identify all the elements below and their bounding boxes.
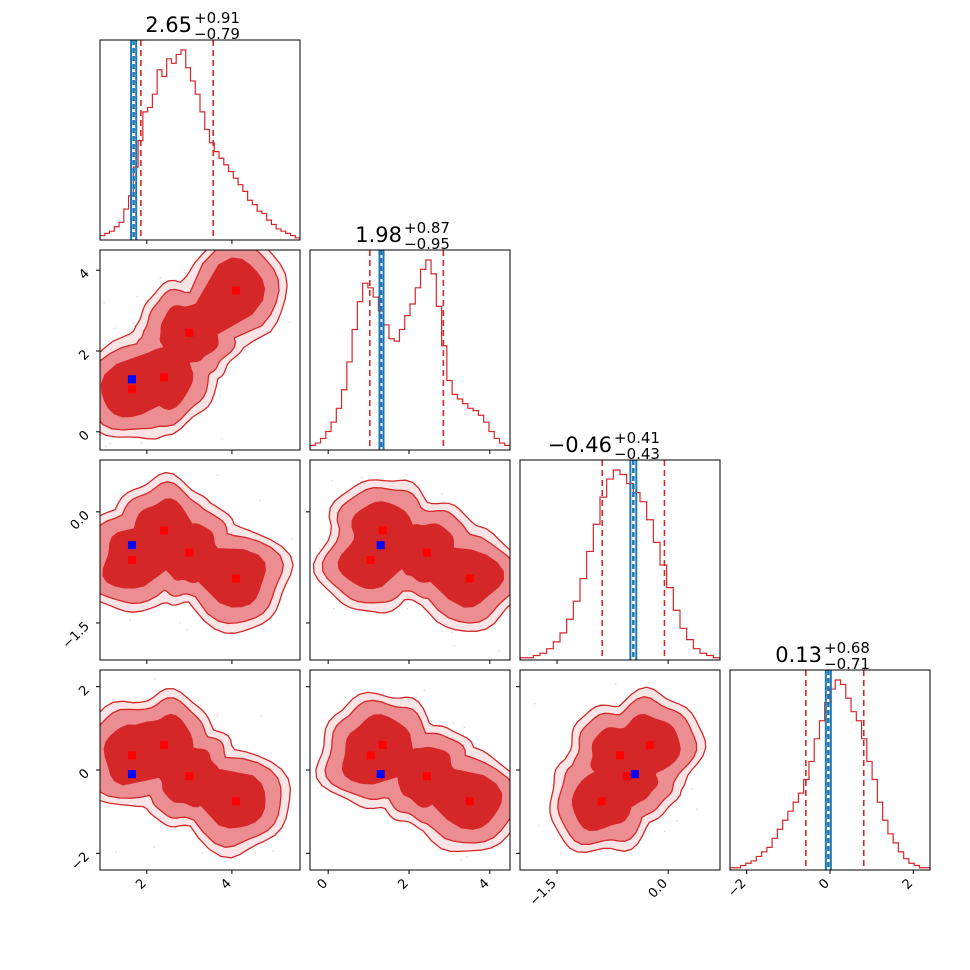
red-marker	[159, 373, 168, 382]
blue-marker	[127, 770, 136, 779]
x-tick-label: −2	[725, 876, 749, 900]
red-marker	[423, 772, 432, 781]
contour-panel-2-0	[100, 471, 294, 634]
hist-panel-3	[730, 670, 930, 870]
panel-title-3: 0.13 +0.68−0.71	[775, 639, 870, 673]
blue-marker	[376, 770, 385, 779]
panel-title-1: 1.98 +0.87−0.95	[355, 219, 450, 253]
y-tick-label: 4	[76, 266, 92, 282]
blue-marker	[630, 770, 639, 779]
x-tick-label: 2	[395, 876, 411, 892]
red-marker	[597, 797, 606, 806]
x-tick-label: 0	[315, 876, 331, 892]
title-plus: +0.87	[404, 219, 450, 237]
y-tick-label: 0	[76, 428, 92, 444]
x-tick-label: 4	[476, 876, 492, 892]
y-tick-label: 2	[76, 683, 92, 699]
contour-panel-3-1	[310, 689, 510, 861]
title-minus: −0.79	[194, 25, 240, 43]
histogram-step-line	[100, 49, 300, 240]
hist-panel-0	[100, 40, 300, 240]
red-marker	[185, 328, 194, 337]
red-marker	[616, 751, 624, 760]
red-marker	[127, 751, 136, 760]
panel-title-0: 2.65 +0.91−0.79	[145, 9, 240, 43]
red-marker	[623, 772, 632, 781]
red-marker	[232, 574, 241, 583]
red-marker	[185, 548, 194, 557]
title-minus: −0.43	[614, 445, 660, 463]
axis-frame	[99, 39, 301, 241]
title-median: 2.65	[145, 13, 192, 37]
blue-marker	[127, 541, 136, 550]
x-tick-label: 0.0	[646, 876, 671, 901]
red-marker	[127, 556, 136, 564]
title-minus: −0.71	[824, 655, 870, 673]
contour-level-inner	[102, 498, 266, 608]
title-median: 0.13	[775, 643, 822, 667]
y-tick-label: 0	[76, 766, 92, 782]
red-marker	[366, 751, 375, 760]
red-marker	[378, 526, 387, 535]
axis-frame	[99, 249, 301, 451]
x-tick-label: 4	[218, 876, 234, 892]
x-tick-label: 2	[900, 876, 916, 892]
red-marker	[185, 772, 194, 781]
hist-panel-1	[310, 250, 510, 450]
red-marker	[645, 741, 654, 749]
red-marker	[378, 741, 387, 749]
y-tick-label: 0.0	[68, 508, 93, 533]
title-plus: +0.91	[194, 9, 240, 27]
y-tick-label: 2	[76, 347, 92, 363]
axis-frame	[519, 459, 721, 661]
contour-panel-3-2	[533, 681, 707, 855]
red-marker	[232, 797, 241, 806]
red-marker	[423, 548, 432, 557]
red-marker	[159, 741, 168, 749]
x-tick-label: 2	[133, 876, 149, 892]
title-median: 1.98	[355, 223, 402, 247]
red-marker	[159, 526, 168, 535]
contour-level-inner	[103, 713, 266, 829]
contour-panel-2-1	[312, 474, 510, 652]
axis-frame	[309, 249, 511, 451]
red-marker	[465, 574, 474, 583]
contour-panel-3-0	[100, 677, 292, 860]
red-marker	[465, 797, 474, 806]
title-plus: +0.41	[614, 429, 660, 447]
axis-frame	[99, 459, 301, 661]
histogram-step-line	[520, 469, 720, 660]
axis-frame	[309, 459, 511, 661]
x-tick-label: −1.5	[527, 876, 560, 909]
red-marker	[127, 385, 136, 394]
title-minus: −0.95	[404, 235, 450, 253]
contour-level-inner	[100, 257, 266, 418]
hist-panel-2	[520, 460, 720, 660]
title-plus: +0.68	[824, 639, 870, 657]
panel-title-2: −0.46 +0.41−0.43	[548, 429, 660, 463]
contour-panel-1-0	[100, 250, 291, 448]
blue-marker	[376, 541, 385, 550]
blue-marker	[127, 375, 136, 384]
x-tick-label: 0	[816, 876, 832, 892]
y-tick-label: −2	[69, 850, 93, 874]
histogram-step-line	[310, 259, 510, 450]
y-tick-label: −1.5	[60, 619, 93, 652]
red-marker	[232, 286, 241, 295]
red-marker	[366, 556, 375, 564]
title-median: −0.46	[548, 433, 612, 457]
